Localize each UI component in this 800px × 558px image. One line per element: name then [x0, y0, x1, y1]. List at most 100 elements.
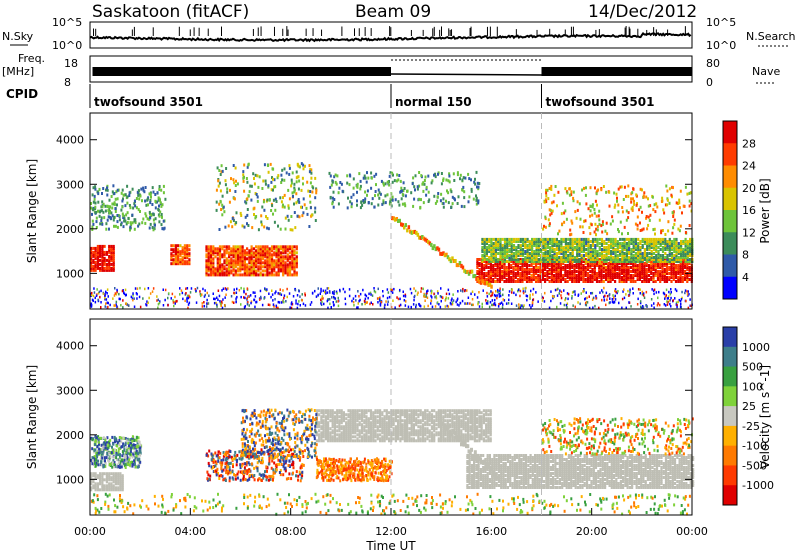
power-cell: [276, 200, 278, 203]
power-cell: [604, 295, 606, 298]
power-cell: [605, 304, 607, 307]
power-cell: [235, 221, 237, 224]
power-cell: [573, 191, 575, 194]
power-cell: [92, 299, 94, 302]
power-cell: [522, 238, 524, 241]
power-cell: [309, 201, 311, 204]
power-cell: [307, 190, 309, 193]
power-cell: [608, 191, 610, 194]
power-cell: [488, 266, 490, 269]
power-cell: [616, 272, 618, 275]
power-cell: [338, 305, 340, 308]
power-cell: [132, 292, 134, 295]
nave-label: Nave: [752, 65, 780, 78]
power-cell: [605, 266, 607, 269]
power-cell: [230, 247, 232, 250]
power-cell: [459, 177, 461, 180]
power-cell: [559, 289, 561, 292]
power-cell: [413, 185, 415, 188]
power-cell: [245, 293, 247, 296]
power-cell: [324, 291, 326, 294]
power-cell: [353, 177, 355, 180]
power-cell: [550, 290, 552, 293]
power-cell: [569, 229, 571, 232]
power-cell: [479, 268, 481, 271]
velocity-cell: [113, 484, 115, 487]
power-cell: [310, 177, 312, 180]
power-cell: [358, 172, 360, 175]
power-cell: [527, 238, 529, 241]
power-cell: [680, 306, 682, 309]
velocity-cell: [108, 482, 110, 485]
power-cell: [555, 185, 557, 188]
power-cell: [219, 300, 221, 303]
power-cell: [298, 188, 300, 191]
power-cell: [630, 266, 632, 269]
power-cell: [402, 203, 404, 206]
power-cell: [609, 297, 611, 300]
power-cell: [685, 231, 687, 234]
power-cell: [537, 274, 539, 277]
power-cell: [399, 289, 401, 292]
power-cell: [96, 217, 98, 220]
power-cell: [623, 198, 625, 201]
power-cell: [485, 278, 487, 281]
colorbar-tick-label: 16: [742, 204, 756, 217]
power-cell: [673, 254, 675, 257]
power-cell: [596, 204, 598, 207]
power-cell: [626, 242, 628, 245]
power-cell: [240, 296, 242, 299]
power-cell: [502, 244, 504, 247]
power-cell: [508, 294, 510, 297]
power-cell: [331, 184, 333, 187]
power-cell: [626, 219, 628, 222]
power-cell: [219, 245, 221, 248]
power-cell: [479, 305, 481, 308]
power-cell: [502, 294, 504, 297]
power-cell: [488, 270, 490, 273]
power-cell: [387, 193, 389, 196]
power-cell: [262, 273, 264, 276]
power-cell: [114, 203, 116, 206]
power-cell: [666, 289, 668, 292]
power-cell: [298, 289, 300, 292]
power-cell: [594, 223, 596, 226]
power-cell: [568, 187, 570, 190]
freq-trace: [93, 60, 692, 76]
power-cell: [467, 173, 469, 176]
power-cell: [622, 298, 624, 301]
colorbar-tick-label: 4: [742, 271, 749, 284]
power-cell: [95, 261, 97, 264]
power-cell: [517, 258, 519, 261]
power-cell: [161, 223, 163, 226]
power-cell: [267, 164, 269, 167]
power-cell: [628, 266, 630, 269]
power-cell: [237, 182, 239, 185]
power-cell: [282, 204, 284, 207]
power-cell: [140, 195, 142, 198]
velocity-cell: [316, 439, 318, 442]
power-cell: [544, 272, 546, 275]
power-cell: [427, 305, 429, 308]
power-cell: [132, 299, 134, 302]
power-cell: [399, 298, 401, 301]
power-cell: [492, 299, 494, 302]
power-cell: [445, 298, 447, 301]
power-cell: [630, 248, 632, 251]
power-cell: [410, 288, 412, 291]
power-cell: [116, 289, 118, 292]
power-cell: [538, 258, 540, 261]
power-cell: [553, 296, 555, 299]
power-cell: [600, 224, 602, 227]
power-cell: [666, 190, 668, 193]
power-cell: [142, 218, 144, 221]
power-cell: [672, 215, 674, 218]
power-cell: [460, 302, 462, 305]
power-cell: [117, 226, 119, 229]
power-cell: [493, 242, 495, 245]
power-cell: [468, 177, 470, 180]
power-cell: [433, 174, 435, 177]
power-cell: [467, 302, 469, 305]
power-cell: [399, 219, 402, 223]
power-cell: [425, 176, 427, 179]
